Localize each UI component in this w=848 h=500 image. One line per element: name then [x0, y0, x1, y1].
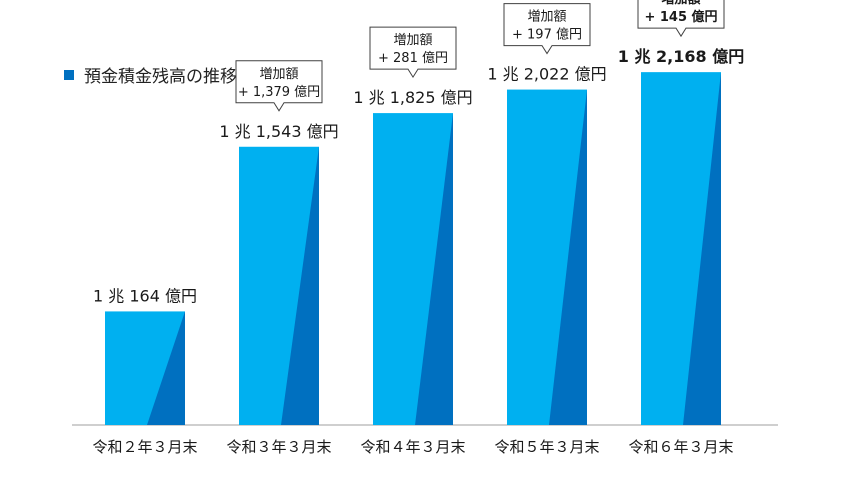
data-label: 1 兆 2,168 億円	[618, 47, 744, 66]
x-tick-label: 令和５年３月末	[494, 438, 599, 456]
data-label: 1 兆 2,022 億円	[487, 65, 606, 84]
legend: 預金積金残高の推移	[64, 62, 237, 87]
legend-swatch	[64, 69, 74, 80]
x-tick-label: 令和４年３月末	[360, 438, 465, 456]
increase-callout: 増加額 + 197 億円	[503, 3, 591, 55]
callout-box	[369, 26, 457, 79]
callout-value: + 281 億円	[378, 50, 448, 66]
callout-title: 増加額	[393, 33, 432, 48]
bar-shade	[549, 89, 587, 426]
callout-value: + 1,379 億円	[238, 84, 320, 100]
data-label: 1 兆 1,543 億円	[219, 122, 338, 141]
data-label: 1 兆 1,825 億円	[353, 88, 472, 107]
callout-box	[235, 60, 323, 112]
callout-title: 増加額	[661, 0, 700, 7]
x-tick-label: 令和３年３月末	[226, 438, 331, 456]
legend-label: 預金積金残高の推移	[84, 67, 237, 87]
x-tick-label: 令和６年３月末	[628, 438, 733, 456]
callout-title: 増加額	[259, 67, 298, 82]
callout-value: + 197 億円	[512, 27, 582, 43]
bar-shade	[683, 72, 721, 425]
bar-shade	[415, 113, 453, 425]
callout-box	[503, 3, 591, 55]
bar-shade	[281, 146, 319, 425]
data-label: 1 兆 164 億円	[93, 286, 197, 305]
callout-box	[637, 0, 725, 38]
x-tick-label: 令和２年３月末	[92, 438, 197, 456]
increase-callout: 増加額 + 1,379 億円	[235, 60, 323, 112]
increase-callout: 増加額 + 145 億円	[637, 0, 725, 38]
increase-callout: 増加額 + 281 億円	[369, 26, 457, 79]
callout-value: + 145 億円	[644, 9, 717, 25]
bar-shade	[147, 311, 185, 425]
callout-title: 増加額	[527, 10, 566, 25]
